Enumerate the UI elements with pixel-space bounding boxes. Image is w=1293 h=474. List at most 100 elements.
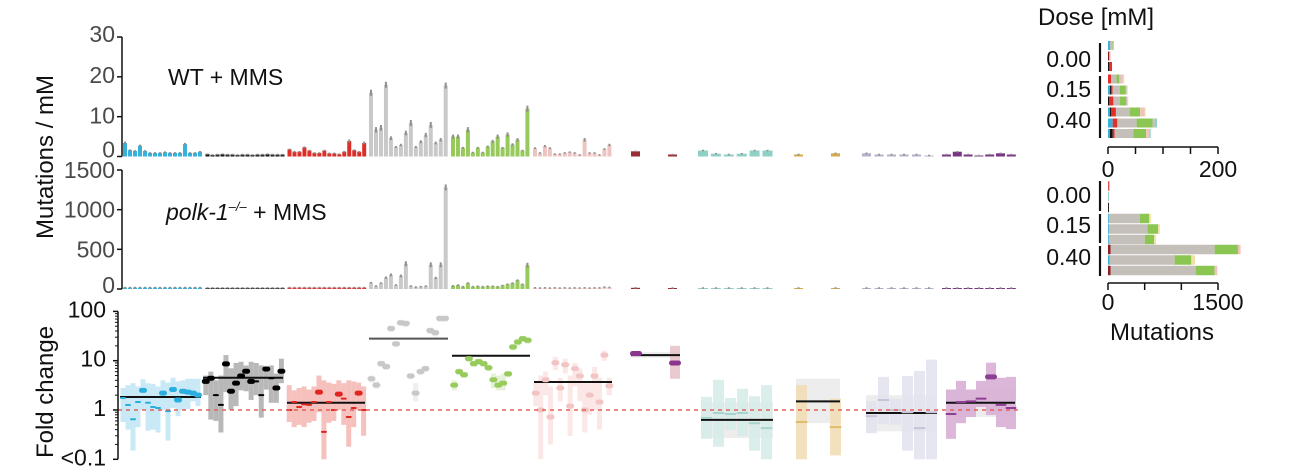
fold-change-estimate bbox=[387, 326, 396, 331]
fold-change-estimate bbox=[159, 390, 167, 396]
stacked-bar-row bbox=[1108, 234, 1157, 245]
error-bar bbox=[534, 287, 536, 289]
stack-segment-blue bbox=[1108, 85, 1110, 95]
bar bbox=[963, 154, 973, 157]
dose-label: 0.40 bbox=[1046, 107, 1091, 133]
confidence-interval bbox=[120, 387, 126, 423]
stack-segment-black bbox=[1108, 62, 1109, 71]
chart-wt-mms: 0 10 20 30 bbox=[89, 21, 1016, 163]
error-bar bbox=[608, 286, 611, 289]
error-bar bbox=[491, 285, 494, 287]
confidence-interval bbox=[761, 385, 772, 460]
fold-change-estimate bbox=[311, 401, 317, 404]
stack-segment-pink bbox=[1237, 244, 1241, 255]
confidence-interval bbox=[135, 386, 141, 428]
fold-change-estimate bbox=[865, 415, 878, 418]
fold-change-estimate bbox=[325, 401, 332, 404]
error-bar bbox=[199, 286, 201, 289]
y-tick-label: 20 bbox=[89, 62, 115, 88]
stack-segment-blue bbox=[1108, 129, 1110, 138]
bar bbox=[505, 284, 510, 289]
error-bar bbox=[945, 287, 948, 289]
bar-group-purple bbox=[942, 287, 1016, 289]
error-bar bbox=[251, 287, 254, 289]
error-bar bbox=[384, 276, 387, 279]
error-bar bbox=[476, 285, 479, 287]
error-bar bbox=[343, 286, 346, 289]
bar bbox=[520, 284, 525, 289]
fold-change-estimate bbox=[479, 361, 488, 367]
error-bar bbox=[303, 286, 306, 289]
error-bar bbox=[506, 132, 509, 137]
fold-change-estimate bbox=[296, 406, 303, 409]
error-bar bbox=[323, 149, 326, 152]
error-bar bbox=[486, 145, 489, 148]
error-bar bbox=[466, 127, 469, 133]
stack-segment-green bbox=[1195, 265, 1215, 276]
error-bar bbox=[129, 286, 131, 289]
error-bar bbox=[419, 285, 422, 288]
bar bbox=[138, 145, 142, 157]
error-bar bbox=[558, 287, 561, 289]
error-bar bbox=[956, 287, 959, 289]
stack-segment-darkred bbox=[1108, 265, 1111, 276]
confidence-interval bbox=[321, 380, 327, 460]
bar-group-green bbox=[451, 262, 530, 289]
error-bar bbox=[548, 147, 551, 149]
fold-change-estimate bbox=[499, 380, 508, 386]
stack-segment-grey bbox=[1108, 213, 1140, 224]
error-bar bbox=[598, 287, 601, 289]
error-bar bbox=[246, 287, 249, 289]
error-bar bbox=[394, 284, 397, 286]
fold-change-estimate bbox=[354, 390, 363, 396]
y-axis-title-fold-change: Fold change bbox=[32, 326, 59, 458]
bar bbox=[297, 151, 302, 157]
stacked-bar-row bbox=[1108, 74, 1125, 84]
bar bbox=[275, 154, 280, 157]
bar-group-lavender bbox=[862, 152, 934, 157]
fold-change-estimate bbox=[995, 403, 1007, 406]
error-bar bbox=[164, 286, 166, 289]
stacked-bar-row bbox=[1108, 244, 1241, 255]
bar bbox=[762, 150, 773, 157]
stacked-bar-row bbox=[1108, 181, 1110, 191]
bar bbox=[317, 152, 322, 157]
bar bbox=[433, 277, 438, 289]
fold-change-estimate bbox=[406, 373, 415, 379]
error-bar bbox=[834, 287, 837, 289]
fold-change-estimate bbox=[913, 427, 926, 430]
fold-change-estimate bbox=[985, 374, 997, 380]
y-tick-label: 10 bbox=[80, 346, 106, 372]
error-bar bbox=[374, 285, 377, 287]
error-bar bbox=[184, 286, 186, 289]
error-bar bbox=[139, 144, 141, 147]
bar-group-black bbox=[205, 153, 285, 157]
y-tick-label: 500 bbox=[77, 236, 115, 262]
error-bar bbox=[293, 286, 296, 289]
fold-change-estimate bbox=[541, 377, 550, 383]
stack-segment-grey bbox=[1126, 96, 1128, 106]
bar bbox=[393, 284, 398, 289]
bar bbox=[500, 285, 505, 289]
stacked-bar-row bbox=[1108, 202, 1109, 213]
error-bar bbox=[890, 153, 893, 156]
error-bar bbox=[915, 287, 918, 289]
error-bar bbox=[179, 152, 181, 154]
y-axis: 0 10 20 30 bbox=[89, 21, 123, 163]
stack-segment-green bbox=[1129, 107, 1141, 117]
error-bar bbox=[194, 152, 196, 154]
error-bar bbox=[456, 134, 459, 139]
bar bbox=[480, 286, 485, 289]
confidence-interval bbox=[140, 379, 146, 410]
bar bbox=[173, 152, 177, 157]
error-bar bbox=[511, 282, 514, 284]
bar bbox=[698, 150, 708, 157]
stack-segment-teal bbox=[1108, 191, 1109, 202]
error-bar bbox=[563, 152, 566, 154]
x-tick-label: 1500 bbox=[1192, 289, 1243, 315]
bar bbox=[123, 142, 127, 157]
confidence-interval bbox=[170, 377, 176, 408]
fold-change-estimate bbox=[450, 382, 459, 388]
bar bbox=[723, 154, 734, 157]
error-bar bbox=[318, 286, 321, 289]
